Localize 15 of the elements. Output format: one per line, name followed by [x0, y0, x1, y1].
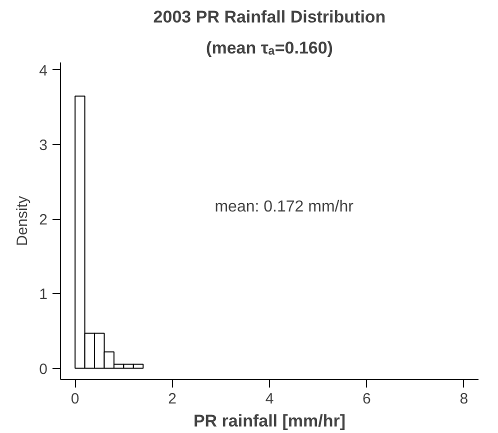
x-tick-label: 2 [168, 390, 176, 408]
y-tick-label: 1 [39, 286, 48, 304]
y-axis-title: Density [14, 195, 32, 246]
x-tick-label: 8 [460, 390, 468, 408]
x-tick-label: 0 [70, 390, 80, 408]
y-tick-label: 3 [39, 137, 48, 154]
y-tick-label: 2 [39, 212, 48, 229]
y-tick-label: 0 [39, 360, 48, 378]
chart-title: 2003 PR Rainfall Distribution [153, 8, 386, 26]
x-tick-label: 6 [362, 390, 371, 408]
chart-subtitle: (mean τₐ=0.160) [206, 38, 333, 58]
y-tick-label: 4 [39, 62, 48, 80]
annotation: mean: 0.172 mm/hr [214, 198, 354, 216]
x-axis-title: PR rainfall [mm/hr] [193, 412, 346, 430]
x-tick-label: 4 [265, 390, 274, 408]
